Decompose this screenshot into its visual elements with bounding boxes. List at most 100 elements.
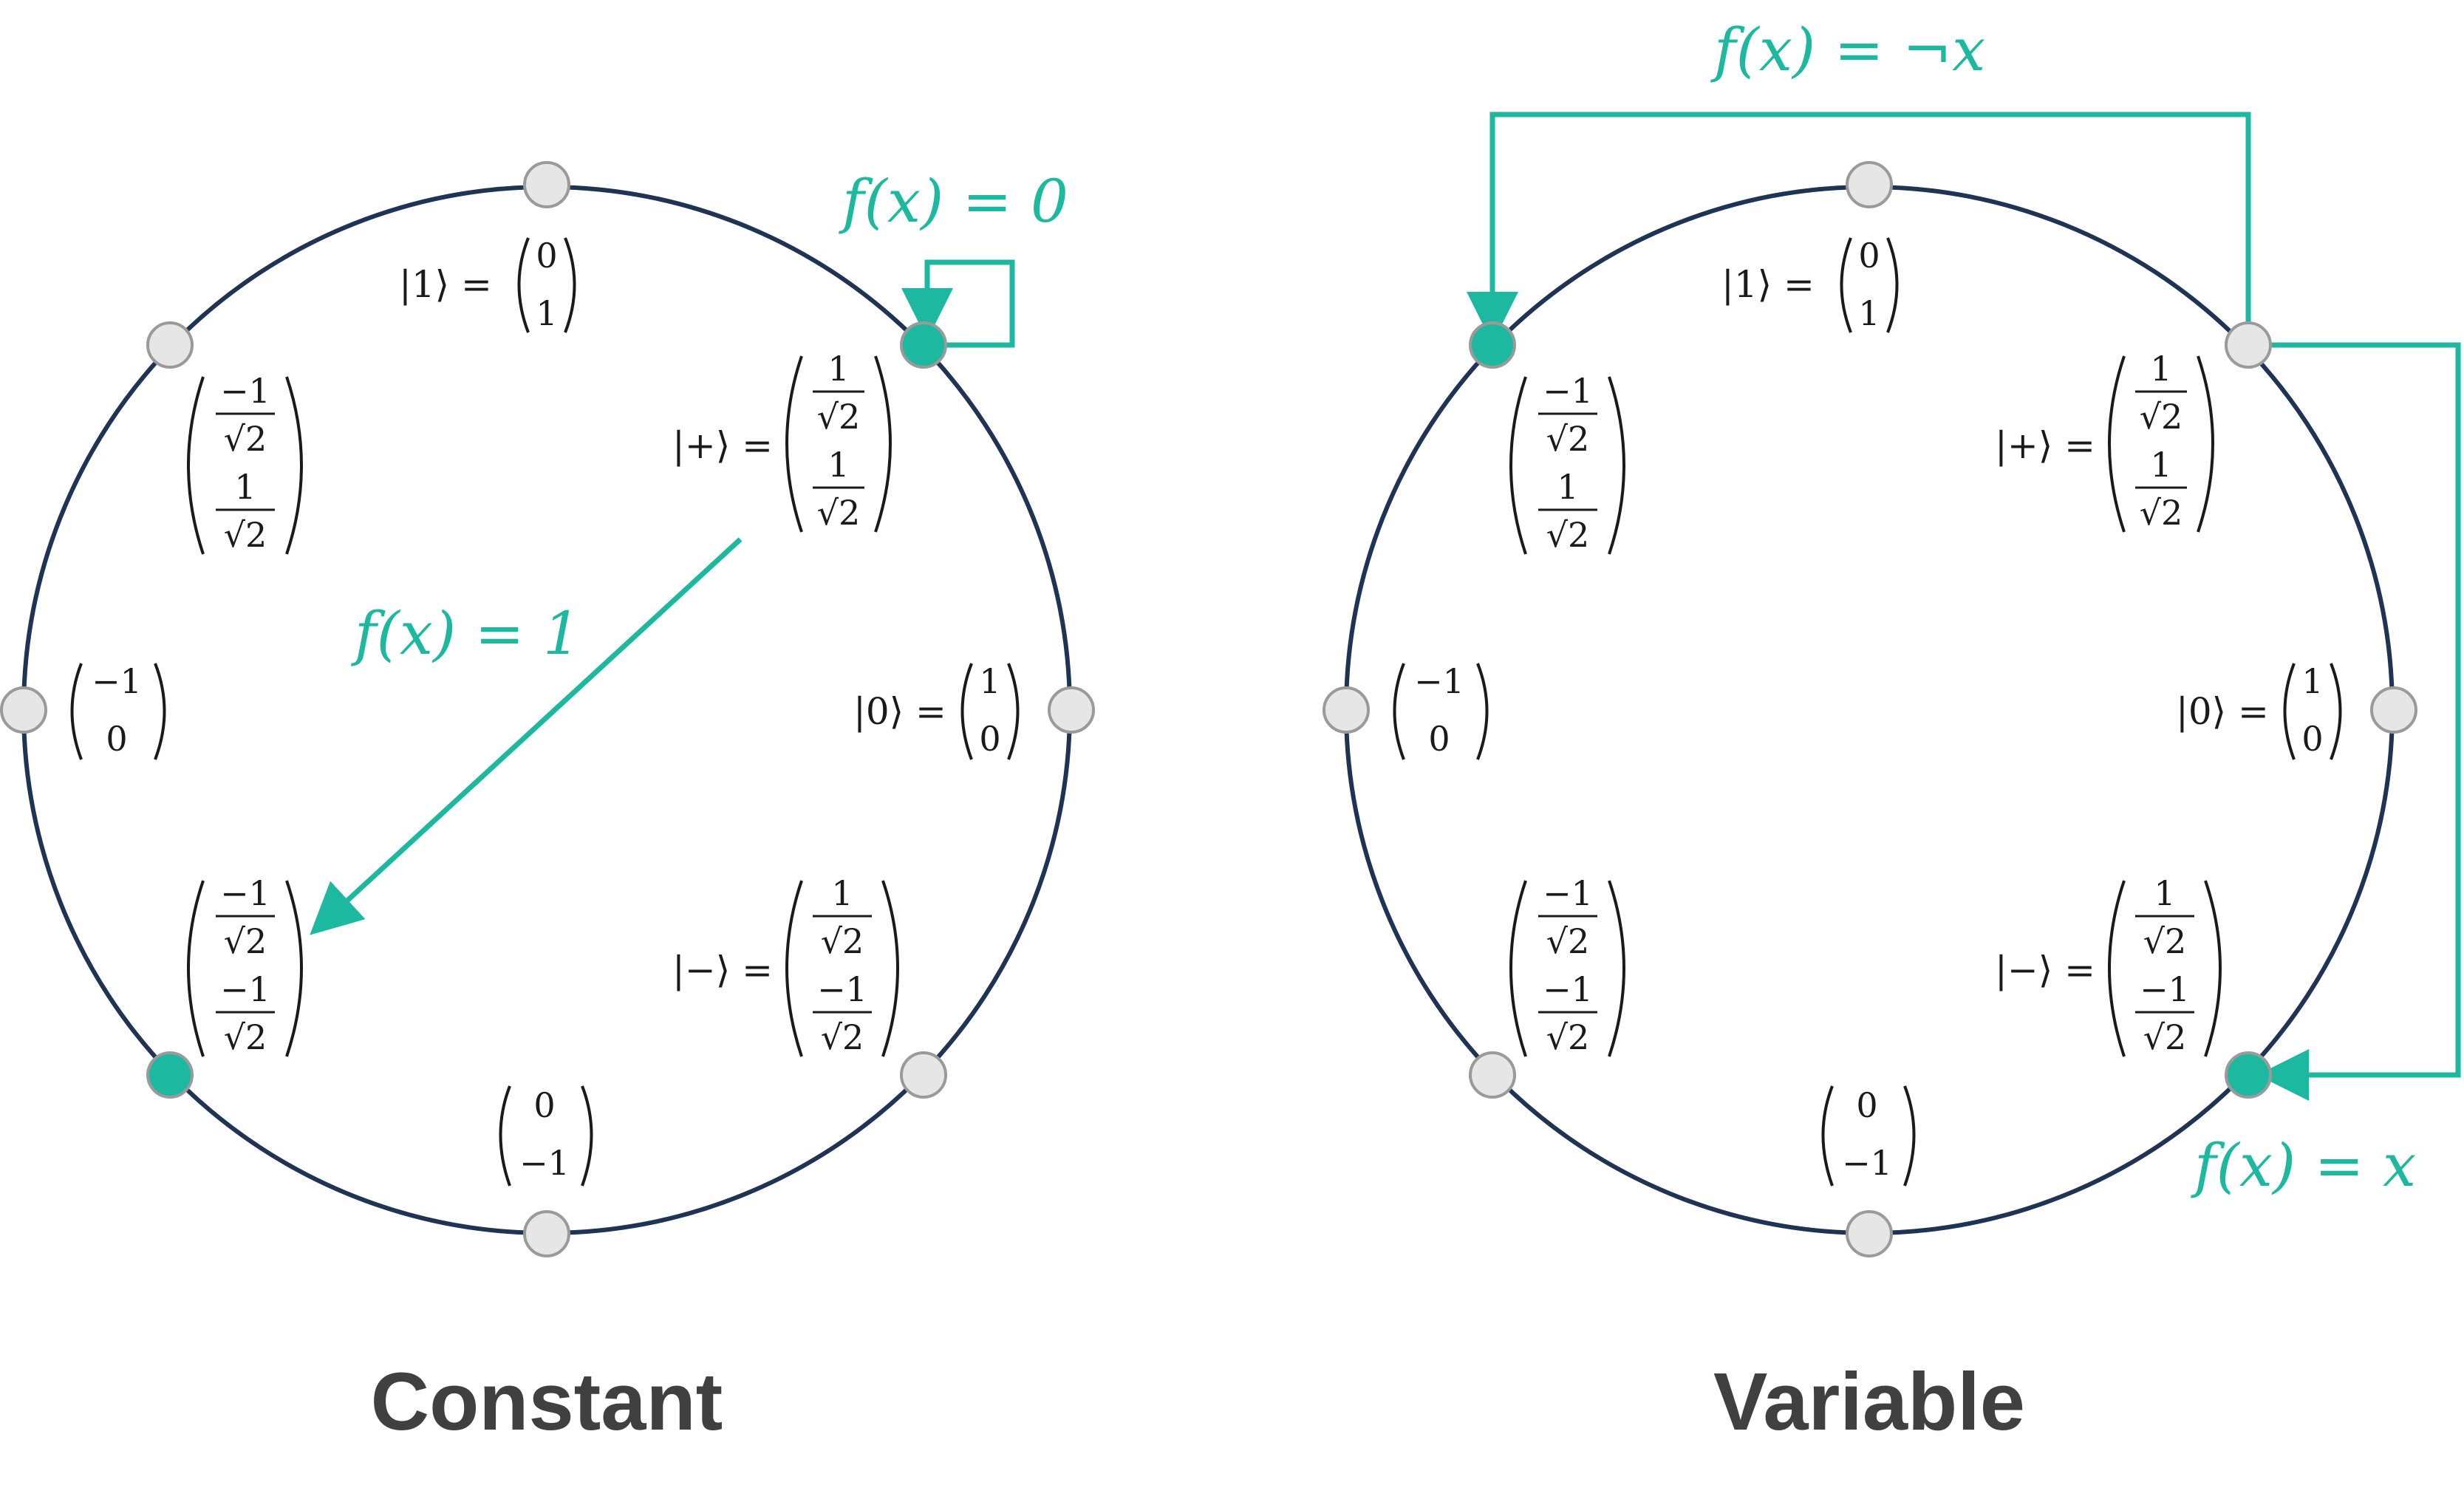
ket1-bottom: 1 bbox=[1858, 293, 1880, 333]
ket0-top: 1 bbox=[2301, 661, 2323, 701]
node-ket0 bbox=[1048, 686, 1095, 734]
plus-top-den: √2 bbox=[2140, 397, 2183, 437]
state-plus: |+⟩ = 1 √2 1 √2 bbox=[672, 349, 892, 533]
state-ket0: |0⟩ = 1 0 bbox=[853, 661, 1020, 760]
minus-diag-top-num: −1 bbox=[1543, 873, 1593, 913]
ket1-label: |1⟩ = bbox=[399, 263, 492, 306]
minus-diag-top-top-den: √2 bbox=[224, 419, 267, 459]
minus-bottom-den: √2 bbox=[2143, 1017, 2187, 1057]
panel-title-variable: Variable bbox=[1713, 1356, 2025, 1447]
state-ket1: |1⟩ = 0 1 bbox=[399, 236, 576, 333]
minus-diag-top-bottom-num: 1 bbox=[1557, 467, 1578, 507]
label-f-equals-x: f(x) = x bbox=[2191, 1131, 2416, 1200]
minus-diag-top-den: √2 bbox=[1546, 921, 1590, 961]
panel-constant: f(x) = 0 f(x) = 1 |1⟩ = 0 1 |+⟩ = 1 √2 1… bbox=[0, 161, 1095, 1447]
plus-label: |+⟩ = bbox=[1995, 424, 2095, 467]
node-minus-diag-top bbox=[146, 321, 194, 369]
node-minus-diag bbox=[146, 1051, 194, 1099]
ket1-top: 0 bbox=[1858, 236, 1880, 276]
node-ket1 bbox=[523, 161, 570, 208]
minus-diag-top-top-num: −1 bbox=[220, 371, 270, 411]
minus-top-num: 1 bbox=[831, 873, 853, 913]
plus-top-num: 1 bbox=[2150, 349, 2171, 389]
plus-top-num: 1 bbox=[827, 349, 849, 389]
state-minus-diag: −1 √2 −1 √2 bbox=[187, 873, 303, 1057]
minus-top-den: √2 bbox=[2143, 921, 2187, 961]
state-plus: |+⟩ = 1 √2 1 √2 bbox=[1995, 349, 2214, 533]
state-neg-ket1: 0 −1 bbox=[1821, 1085, 1916, 1187]
minus-diag-bottom-num: −1 bbox=[1543, 969, 1593, 1009]
minus-diag-bottom-den: √2 bbox=[224, 1017, 267, 1057]
label-f-equals-1: f(x) = 1 bbox=[351, 599, 581, 668]
state-neg-ket0: −1 0 bbox=[70, 661, 166, 760]
state-minus-diag-top: −1 √2 1 √2 bbox=[1509, 371, 1625, 555]
minus-diag-top-top-den: √2 bbox=[1546, 419, 1590, 459]
minus-label: |−⟩ = bbox=[1995, 949, 2095, 991]
minus-bottom-num: −1 bbox=[817, 969, 867, 1009]
minus-diag-top-den: √2 bbox=[224, 921, 267, 961]
state-ket1: |1⟩ = 0 1 bbox=[1721, 236, 1899, 333]
label-f-equals-0: f(x) = 0 bbox=[839, 167, 1068, 236]
arrow-f-equals-x bbox=[2257, 342, 2461, 1101]
node-minus bbox=[900, 1051, 947, 1099]
minus-top-num: 1 bbox=[2154, 873, 2175, 913]
neg-ket1-top: 0 bbox=[1856, 1085, 1877, 1125]
minus-bottom-num: −1 bbox=[2140, 969, 2190, 1009]
ket1-bottom: 1 bbox=[536, 293, 557, 333]
arrow-f-equals-0 bbox=[901, 259, 1015, 348]
neg-ket0-top: −1 bbox=[92, 661, 142, 701]
label-f-equals-not-x: f(x) = ¬x bbox=[1710, 16, 1985, 84]
plus-bottom-num: 1 bbox=[827, 445, 849, 485]
node-neg-ket1 bbox=[523, 1210, 570, 1257]
neg-ket0-bottom: 0 bbox=[1428, 719, 1450, 759]
node-minus-diag-top bbox=[1469, 321, 1516, 369]
arrow-f-equals-not-x bbox=[1467, 112, 2251, 344]
neg-ket1-bottom: −1 bbox=[519, 1143, 570, 1183]
minus-diag-top-bottom-den: √2 bbox=[1546, 515, 1590, 555]
ket1-top: 0 bbox=[536, 236, 557, 276]
ket0-top: 1 bbox=[979, 661, 1000, 701]
neg-ket0-bottom: 0 bbox=[106, 719, 127, 759]
plus-bottom-den: √2 bbox=[817, 493, 861, 533]
arrow-f-equals-1 bbox=[310, 537, 743, 935]
ket0-bottom: 0 bbox=[979, 719, 1000, 759]
minus-top-den: √2 bbox=[821, 921, 864, 961]
minus-diag-bottom-num: −1 bbox=[220, 969, 270, 1009]
state-neg-ket0: −1 0 bbox=[1393, 661, 1489, 760]
node-minus-diag bbox=[1469, 1051, 1516, 1099]
minus-diag-top-num: −1 bbox=[220, 873, 270, 913]
panel-variable: f(x) = ¬x f(x) = x |1⟩ = 0 1 |+⟩ = 1 √2 … bbox=[1323, 16, 2461, 1447]
neg-ket0-top: −1 bbox=[1414, 661, 1464, 701]
plus-top-den: √2 bbox=[817, 397, 861, 437]
ket0-label: |0⟩ = bbox=[853, 690, 946, 733]
minus-bottom-den: √2 bbox=[821, 1017, 864, 1057]
state-neg-ket1: 0 −1 bbox=[499, 1085, 593, 1187]
neg-ket1-top: 0 bbox=[533, 1085, 555, 1125]
ket0-bottom: 0 bbox=[2301, 719, 2323, 759]
plus-label: |+⟩ = bbox=[672, 424, 773, 467]
plus-bottom-num: 1 bbox=[2150, 445, 2171, 485]
state-minus-diag-top: −1 √2 1 √2 bbox=[187, 371, 303, 555]
minus-diag-top-bottom-den: √2 bbox=[224, 515, 267, 555]
node-neg-ket0 bbox=[1323, 686, 1370, 734]
node-ket1 bbox=[1846, 161, 1893, 208]
node-plus bbox=[900, 321, 947, 369]
node-minus bbox=[2225, 1051, 2272, 1099]
node-neg-ket0 bbox=[0, 686, 47, 734]
state-minus: |−⟩ = 1 √2 −1 √2 bbox=[672, 873, 899, 1057]
node-plus bbox=[2225, 321, 2272, 369]
state-minus: |−⟩ = 1 √2 −1 √2 bbox=[1995, 873, 2222, 1057]
plus-bottom-den: √2 bbox=[2140, 493, 2183, 533]
neg-ket1-bottom: −1 bbox=[1842, 1143, 1892, 1183]
minus-diag-top-top-num: −1 bbox=[1543, 371, 1593, 411]
minus-label: |−⟩ = bbox=[672, 949, 773, 991]
node-neg-ket1 bbox=[1846, 1210, 1893, 1257]
state-ket0: |0⟩ = 1 0 bbox=[2176, 661, 2342, 760]
ket1-label: |1⟩ = bbox=[1721, 263, 1815, 306]
panel-title-constant: Constant bbox=[371, 1356, 723, 1447]
state-minus-diag: −1 √2 −1 √2 bbox=[1509, 873, 1625, 1057]
minus-diag-top-bottom-num: 1 bbox=[234, 467, 256, 507]
ket0-label: |0⟩ = bbox=[2176, 690, 2269, 733]
node-ket0 bbox=[2370, 686, 2417, 734]
